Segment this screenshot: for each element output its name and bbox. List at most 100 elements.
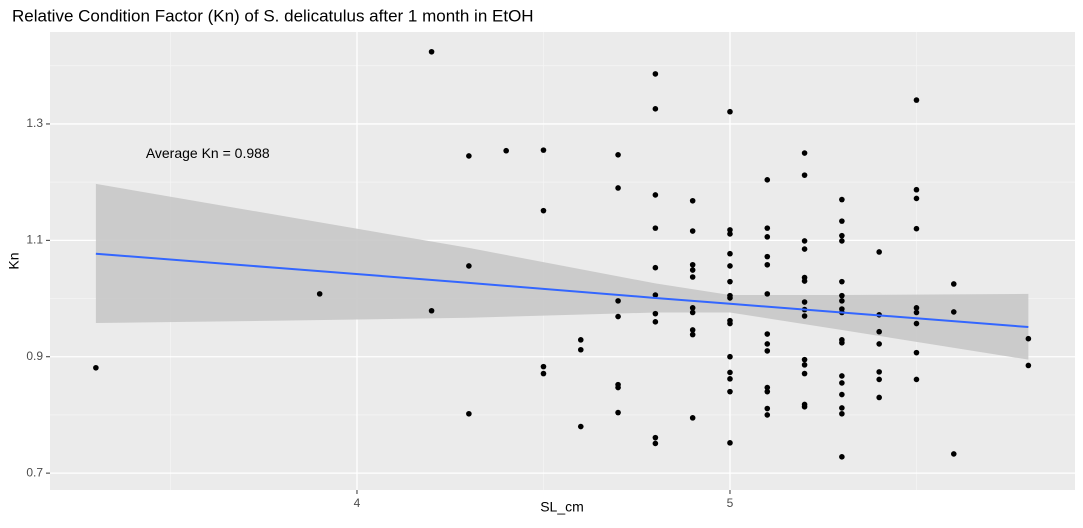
point: [466, 153, 472, 159]
point: [615, 313, 621, 320]
point: [727, 227, 733, 233]
point: [652, 434, 659, 441]
point: [839, 454, 845, 460]
point: [764, 234, 771, 240]
y-tick-label: 1.1: [26, 233, 43, 247]
point: [801, 238, 808, 244]
point: [839, 410, 845, 417]
point: [764, 341, 771, 347]
point: [727, 353, 733, 360]
x-tick-label: 4: [354, 496, 361, 510]
point: [615, 185, 621, 191]
point: [764, 331, 771, 337]
x-tick-label: 5: [727, 496, 734, 510]
point: [913, 195, 920, 202]
point: [764, 225, 771, 231]
point: [689, 309, 696, 316]
point: [913, 309, 920, 316]
point: [652, 319, 659, 325]
point: [839, 232, 845, 239]
point: [839, 238, 845, 244]
point: [913, 97, 920, 103]
point: [577, 346, 584, 353]
point: [876, 341, 882, 347]
point: [727, 388, 733, 395]
point: [764, 291, 771, 297]
point: [764, 177, 771, 183]
point: [689, 267, 696, 273]
confidence-band: [95, 183, 1029, 360]
point: [93, 364, 99, 371]
point: [577, 423, 584, 430]
point: [913, 305, 920, 311]
point: [577, 337, 584, 343]
point: [727, 231, 733, 237]
point: [727, 440, 733, 446]
point: [913, 349, 920, 356]
point: [727, 376, 733, 382]
point: [839, 405, 845, 411]
point: [428, 48, 435, 55]
point: [913, 186, 920, 193]
point: [764, 384, 771, 391]
y-tick-label: 0.7: [26, 465, 43, 479]
point: [801, 278, 808, 284]
point: [764, 405, 771, 412]
point: [764, 261, 771, 268]
point: [689, 327, 696, 333]
point: [689, 274, 696, 280]
point: [540, 370, 547, 377]
point: [615, 151, 621, 158]
point: [839, 278, 845, 285]
point: [801, 299, 808, 305]
point: [950, 309, 957, 315]
point: [801, 403, 808, 410]
point: [652, 106, 659, 112]
point: [913, 320, 920, 327]
point: [540, 147, 547, 153]
point: [316, 291, 323, 297]
point: [764, 348, 771, 354]
point: [839, 196, 845, 203]
point: [540, 207, 547, 214]
point: [615, 409, 621, 416]
point: [839, 218, 845, 224]
point: [913, 225, 920, 232]
point: [689, 197, 696, 204]
point: [615, 298, 621, 304]
x-axis-label: SL_cm: [540, 499, 584, 515]
point: [689, 228, 696, 234]
point: [652, 292, 659, 298]
point: [727, 295, 733, 301]
point: [801, 313, 808, 319]
point: [652, 440, 659, 447]
point: [727, 250, 733, 257]
point: [839, 292, 845, 299]
point: [913, 376, 920, 383]
point: [876, 394, 882, 401]
point: [466, 263, 472, 269]
point: [689, 305, 696, 311]
point: [1025, 362, 1032, 369]
point: [652, 71, 659, 77]
point: [652, 225, 659, 231]
point: [950, 281, 957, 287]
point: [839, 339, 845, 346]
point: [764, 253, 771, 260]
point: [428, 307, 435, 314]
fit-line: [95, 252, 1029, 329]
point: [652, 264, 659, 271]
point: [839, 380, 845, 386]
point: [727, 263, 733, 269]
point: [876, 376, 882, 383]
point: [801, 172, 808, 178]
point: [801, 246, 808, 252]
y-tick-label: 0.9: [26, 349, 43, 363]
point: [615, 384, 621, 391]
point: [839, 298, 845, 304]
point: [801, 150, 808, 156]
point: [876, 249, 882, 255]
point: [727, 369, 733, 376]
point: [839, 373, 845, 379]
